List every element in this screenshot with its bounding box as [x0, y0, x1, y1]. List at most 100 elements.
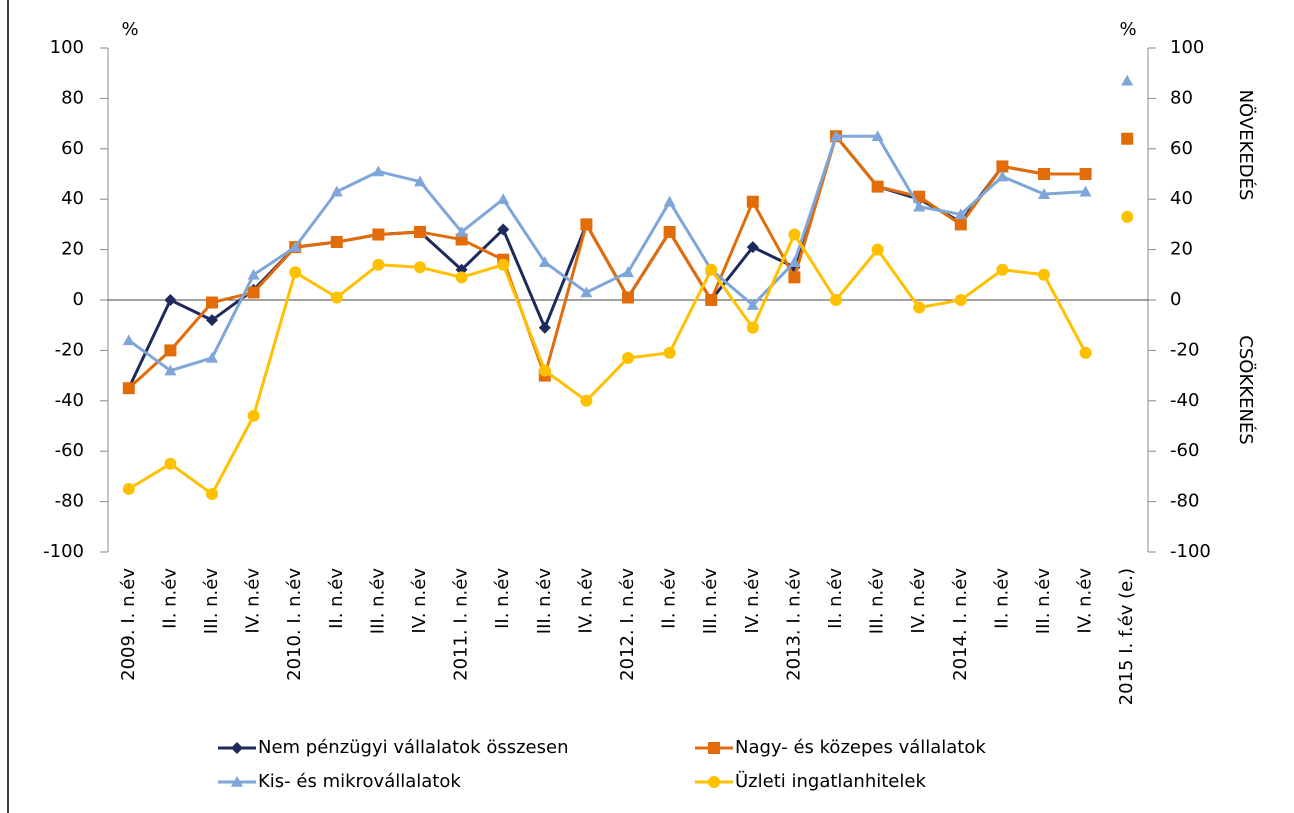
- marker: [746, 241, 759, 254]
- marker: [538, 321, 551, 334]
- marker: [663, 225, 676, 238]
- marker: [746, 299, 759, 310]
- marker: [663, 195, 676, 207]
- marker: [330, 291, 343, 304]
- marker: [414, 225, 426, 238]
- y2-tick-label: 20: [1170, 239, 1193, 260]
- marker: [746, 195, 759, 208]
- marker: [1079, 346, 1092, 359]
- x-tick-label: 2011. I. n.év: [451, 568, 472, 681]
- marker: [414, 175, 426, 187]
- marker: [705, 263, 718, 276]
- y-tick-label: 100: [50, 37, 84, 58]
- y-tick-label: 20: [61, 239, 84, 260]
- x-tick-label: II. n.év: [159, 568, 180, 629]
- series-line: [128, 231, 1087, 497]
- marker: [247, 409, 260, 422]
- marker: [913, 200, 926, 212]
- marker: [330, 236, 343, 249]
- marker: [954, 218, 967, 231]
- marker: [1038, 168, 1050, 180]
- y2-tick-label: 40: [1170, 188, 1193, 209]
- y-tick-label: -60: [55, 440, 84, 461]
- marker: [455, 271, 468, 284]
- x-tick-label: IV. n.év: [575, 568, 596, 634]
- marker: [954, 294, 967, 306]
- x-tick-label: III. n.év: [367, 568, 388, 635]
- marker: [206, 488, 218, 501]
- x-tick-label: 2014. I. n.év: [950, 568, 971, 681]
- marker: [580, 218, 593, 231]
- x-tick-label: II. n.év: [659, 568, 680, 629]
- x-tick-label: IV. n.év: [409, 568, 430, 634]
- legend-label: Üzleti ingatlanhitelek: [735, 770, 926, 792]
- x-tick-label: IV. n.év: [908, 568, 929, 634]
- y-tick-label: -80: [55, 491, 84, 512]
- marker: [788, 256, 801, 267]
- x-tick-label: III. n.év: [1033, 568, 1054, 635]
- marker: [164, 294, 177, 306]
- y-tick-label: 60: [61, 138, 84, 159]
- y2-tick-label: 80: [1170, 87, 1193, 108]
- marker: [1079, 168, 1092, 180]
- marker: [372, 228, 385, 241]
- x-tick-label: II. n.év: [326, 568, 347, 629]
- marker: [996, 170, 1009, 182]
- marker: [247, 286, 260, 299]
- y-unit: %: [121, 19, 138, 40]
- marker: [231, 776, 243, 787]
- x-tick-label: II. n.év: [492, 568, 513, 629]
- marker: [289, 266, 302, 279]
- marker: [954, 208, 967, 220]
- x-tick-label: IV. n.év: [1075, 568, 1096, 634]
- marker: [705, 294, 718, 306]
- marker: [622, 266, 634, 278]
- marker: [1121, 132, 1134, 145]
- marker: [996, 263, 1009, 276]
- x-tick-label: 2015 I. f.év (e.): [1116, 568, 1137, 705]
- marker: [622, 351, 634, 364]
- x-tick-label: 2009. I. n.év: [118, 568, 139, 681]
- marker: [708, 742, 720, 754]
- marker: [580, 394, 593, 407]
- y2-tick-label: -60: [1170, 440, 1199, 461]
- series-line: [127, 133, 1086, 390]
- marker: [122, 334, 135, 346]
- marker: [871, 243, 884, 256]
- marker: [1121, 210, 1134, 223]
- y-tick-label: 0: [73, 289, 84, 310]
- y2-unit: %: [1119, 19, 1136, 40]
- marker: [788, 228, 801, 241]
- marker: [122, 483, 135, 495]
- marker: [414, 261, 426, 274]
- marker: [1038, 188, 1050, 199]
- x-tick-label: 2012. I. n.év: [617, 568, 638, 681]
- y2-tick-label: 60: [1170, 138, 1193, 159]
- marker: [622, 291, 634, 304]
- marker: [788, 271, 801, 284]
- y2-label-top: NÖVEKEDÉS: [1235, 90, 1257, 201]
- marker: [830, 130, 842, 141]
- marker: [206, 351, 218, 363]
- marker: [372, 165, 385, 177]
- marker: [497, 193, 510, 204]
- marker: [164, 344, 177, 357]
- marker: [497, 258, 510, 271]
- y-tick-label: -20: [55, 339, 84, 360]
- marker: [1038, 268, 1050, 281]
- x-tick-label: III. n.év: [700, 568, 721, 635]
- marker: [164, 364, 177, 376]
- marker: [122, 382, 135, 395]
- marker: [231, 742, 243, 754]
- marker: [206, 296, 218, 309]
- marker: [164, 457, 177, 470]
- legend-label: Nagy- és közepes vállalatok: [735, 737, 986, 758]
- x-tick-label: IV. n.év: [742, 568, 763, 634]
- x-tick-label: III. n.év: [867, 568, 888, 635]
- marker: [996, 160, 1009, 173]
- marker: [708, 776, 720, 788]
- y-tick-label: 80: [61, 87, 84, 108]
- x-tick-label: 2010. I. n.év: [284, 568, 305, 681]
- legend-label: Kis- és mikrovállalatok: [258, 771, 461, 792]
